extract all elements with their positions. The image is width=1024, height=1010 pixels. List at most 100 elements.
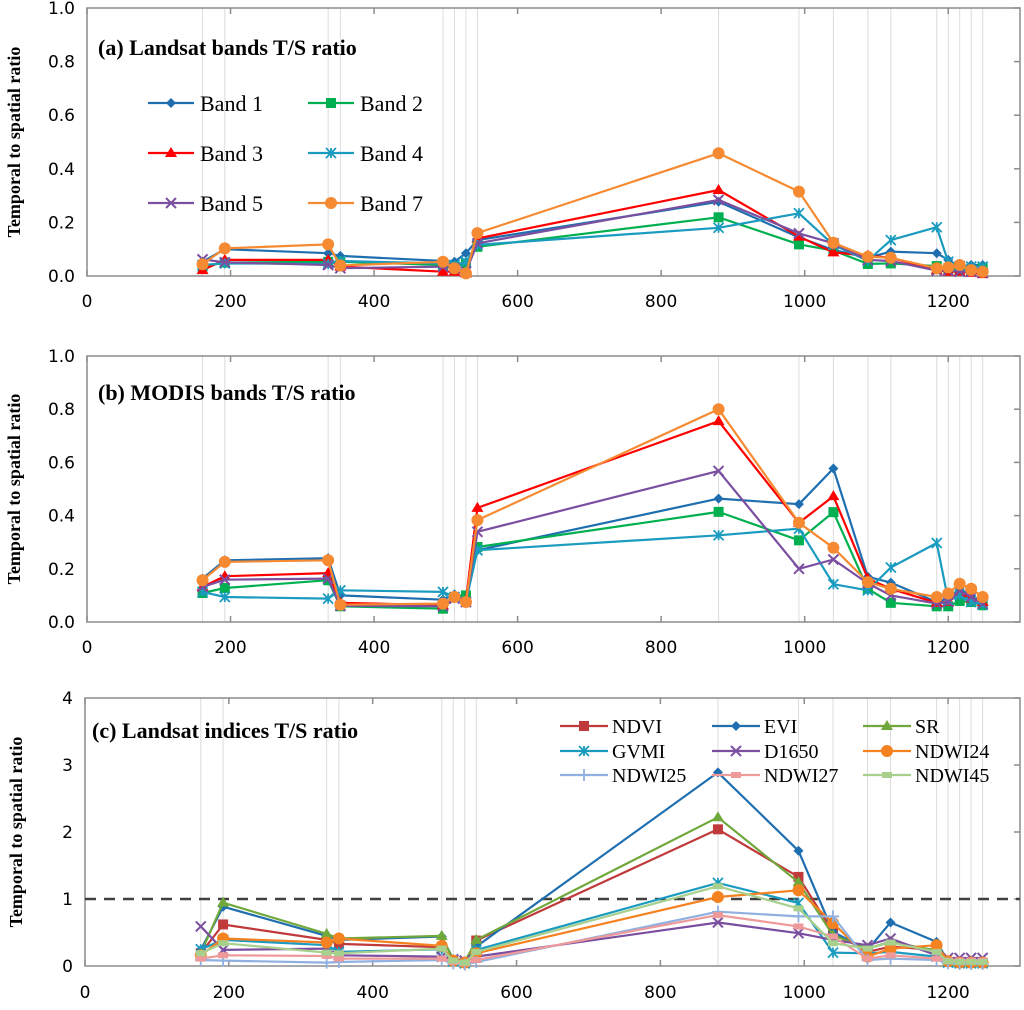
legend-marker	[731, 772, 741, 778]
data-point	[322, 592, 334, 605]
data-point	[884, 582, 897, 595]
data-point	[966, 958, 977, 965]
data-point	[931, 248, 942, 259]
data-point	[713, 506, 724, 517]
data-point	[792, 884, 805, 897]
x-tick-label: 400	[356, 983, 388, 1003]
panel-a: 0 200 400 600 800 1000 1200 0.0 0.2 0.4 0.6 0.8 1.0 T…	[4, 0, 1021, 312]
data-point	[792, 876, 805, 887]
data-point	[334, 598, 347, 611]
legend-label: Band 3	[200, 141, 263, 166]
legend-marker	[881, 720, 893, 730]
data-point	[942, 261, 955, 274]
legend-label: D1650	[764, 741, 818, 763]
data-point	[322, 238, 335, 251]
panel-c: 0 200 400 600 800 1000 1200 0 1 2 3 4 Temporal to sp…	[6, 689, 1021, 1003]
data-point	[828, 507, 839, 518]
data-point	[711, 890, 724, 903]
legend-marker	[165, 147, 177, 157]
data-point	[885, 952, 896, 959]
data-point	[965, 582, 978, 595]
data-point	[827, 236, 840, 249]
data-point	[885, 597, 896, 608]
legend-marker	[166, 98, 176, 108]
y-tick-label: 0.8	[48, 53, 75, 73]
data-point	[333, 950, 344, 957]
x-tick-label: 1000	[783, 638, 826, 658]
y-axis-label: Temporal to spatial ratio	[4, 394, 24, 585]
data-point	[437, 586, 449, 598]
data-point	[792, 910, 805, 923]
data-point	[219, 582, 230, 593]
data-point	[793, 499, 804, 510]
x-tick-label: 800	[645, 292, 677, 312]
data-point	[448, 590, 461, 603]
data-point	[931, 537, 943, 549]
legend-marker	[881, 745, 893, 757]
y-tick-label: 0.6	[48, 106, 75, 126]
data-point	[793, 207, 805, 219]
y-tick-label: 4	[62, 689, 73, 709]
y-tick-label: 0.8	[48, 400, 75, 420]
legend-marker	[325, 197, 337, 209]
data-point	[195, 920, 207, 933]
data-point	[885, 561, 897, 574]
legend-label: GVMI	[612, 741, 665, 763]
data-point	[943, 958, 954, 965]
data-point	[195, 955, 206, 962]
data-point	[930, 939, 943, 952]
data-point	[712, 403, 725, 416]
data-point	[712, 222, 725, 234]
data-point	[321, 952, 332, 959]
x-tick-label: 600	[501, 638, 533, 658]
data-point	[977, 958, 988, 965]
data-point	[931, 948, 942, 955]
data-point	[712, 916, 724, 929]
y-tick-label: 1.0	[48, 347, 75, 367]
y-tick-label: 0.4	[48, 160, 75, 180]
legend-label: SR	[915, 716, 940, 738]
data-point	[196, 258, 209, 271]
data-point	[334, 259, 347, 272]
x-tick-label: 200	[213, 983, 245, 1003]
data-point	[459, 959, 470, 966]
panel-title: (a) Landsat bands T/S ratio	[98, 35, 357, 60]
panel-b: 0 200 400 600 800 1000 1200 0.0 0.2 0.4 0.6 0.8 1.0 T…	[4, 347, 1021, 658]
legend: NDVI EVI SR GVMI D1650 NDWI24 NDWI25 NDWI27 NDWI…	[560, 716, 989, 787]
x-tick-label: 600	[501, 292, 533, 312]
data-point	[828, 933, 838, 940]
y-tick-label: 0.0	[48, 267, 75, 287]
data-point	[942, 587, 955, 600]
data-point	[954, 595, 965, 606]
data-point	[219, 573, 231, 586]
data-point	[885, 917, 896, 928]
data-point	[218, 242, 231, 255]
data-point	[436, 945, 447, 952]
data-point	[827, 490, 840, 501]
legend-label: EVI	[764, 716, 797, 738]
data-point	[218, 940, 229, 947]
legend-marker	[579, 721, 589, 731]
y-tick-label: 2	[62, 823, 73, 843]
data-point	[471, 956, 482, 963]
data-point	[436, 255, 449, 268]
data-point	[712, 883, 723, 890]
legend: Band 1 Band 2 Band 3 Band 4 Band 5 Band 7	[148, 91, 423, 216]
legend-marker	[165, 197, 177, 209]
legend-label: NDWI45	[915, 765, 989, 787]
data-point	[793, 923, 804, 930]
data-point	[793, 227, 805, 240]
data-point	[712, 194, 725, 206]
data-point	[930, 590, 943, 603]
data-point	[322, 554, 335, 567]
data-point	[460, 248, 471, 259]
y-axis-label: Temporal to spatial ratio	[4, 47, 24, 238]
data-point	[435, 929, 448, 940]
x-tick-label: 1000	[783, 983, 826, 1003]
data-point	[712, 912, 723, 919]
data-point	[471, 227, 484, 240]
y-tick-label: 1	[62, 890, 73, 910]
series-ndwi45	[195, 883, 988, 966]
x-tick-label: 1200	[927, 638, 970, 658]
